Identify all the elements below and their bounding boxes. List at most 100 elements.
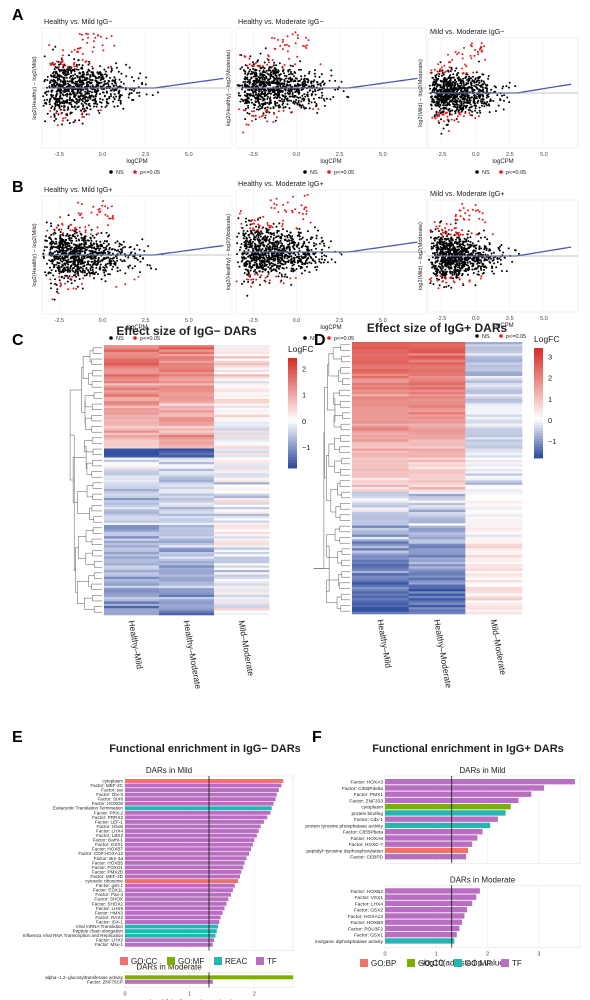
point-ns bbox=[84, 249, 87, 252]
point-significant bbox=[52, 232, 55, 235]
point-ns bbox=[273, 77, 276, 80]
point-ns bbox=[492, 272, 495, 275]
point-ns bbox=[75, 228, 78, 231]
point-ns bbox=[58, 106, 61, 109]
point-ns bbox=[275, 241, 278, 244]
point-ns bbox=[80, 242, 83, 245]
point-significant bbox=[465, 65, 468, 68]
point-significant bbox=[69, 229, 72, 232]
point-significant bbox=[450, 69, 453, 72]
point-significant bbox=[282, 109, 285, 112]
point-ns bbox=[462, 102, 465, 105]
point-ns bbox=[76, 263, 79, 266]
point-ns bbox=[67, 82, 70, 85]
point-ns bbox=[447, 69, 449, 72]
point-ns bbox=[50, 225, 53, 228]
point-ns bbox=[70, 246, 73, 249]
point-significant bbox=[254, 273, 256, 276]
point-ns bbox=[113, 84, 116, 87]
point-ns bbox=[246, 294, 249, 297]
point-ns bbox=[251, 61, 254, 64]
point-ns bbox=[85, 92, 88, 95]
point-ns bbox=[49, 82, 51, 84]
point-ns bbox=[62, 244, 64, 247]
point-ns bbox=[275, 225, 278, 228]
point-ns bbox=[260, 232, 263, 235]
point-ns bbox=[278, 89, 281, 92]
point-ns bbox=[304, 84, 307, 87]
point-ns bbox=[453, 83, 456, 86]
point-significant bbox=[282, 219, 285, 222]
point-ns bbox=[253, 242, 256, 245]
legend-marker-ns bbox=[475, 170, 479, 174]
point-ns bbox=[81, 287, 84, 290]
point-significant bbox=[454, 51, 457, 53]
point-ns bbox=[67, 214, 70, 217]
point-ns bbox=[107, 235, 110, 238]
point-ns bbox=[100, 251, 103, 254]
point-ns bbox=[90, 265, 93, 268]
point-significant bbox=[91, 65, 94, 68]
point-ns bbox=[52, 48, 54, 51]
point-ns bbox=[253, 106, 256, 109]
point-ns bbox=[277, 91, 279, 94]
point-significant bbox=[90, 211, 93, 214]
point-ns bbox=[280, 89, 283, 92]
point-ns bbox=[443, 76, 446, 79]
point-ns bbox=[62, 247, 65, 249]
ma-plots-layer: Healthy vs. Mild IgG−-2.5 0.0 2.5 5.0logCPM… bbox=[32, 17, 579, 342]
point-ns bbox=[249, 265, 252, 268]
point-ns bbox=[55, 284, 58, 286]
point-ns bbox=[298, 255, 300, 258]
point-significant bbox=[252, 227, 255, 230]
point-ns bbox=[268, 68, 270, 70]
point-ns bbox=[86, 90, 89, 93]
point-ns bbox=[109, 93, 112, 95]
point-ns bbox=[94, 247, 97, 250]
point-ns bbox=[298, 91, 301, 94]
point-ns bbox=[461, 98, 464, 101]
point-ns bbox=[446, 82, 449, 85]
point-ns bbox=[68, 242, 71, 245]
point-ns bbox=[74, 265, 76, 268]
point-ns bbox=[475, 80, 478, 83]
point-ns bbox=[55, 249, 58, 252]
point-ns bbox=[295, 256, 298, 259]
point-ns bbox=[268, 282, 271, 284]
point-ns bbox=[88, 81, 91, 84]
point-ns bbox=[477, 79, 480, 82]
point-ns bbox=[61, 275, 63, 278]
point-ns bbox=[104, 246, 107, 249]
point-ns bbox=[258, 102, 261, 105]
point-ns bbox=[315, 237, 318, 240]
point-ns bbox=[119, 94, 122, 96]
point-ns bbox=[47, 272, 50, 275]
point-ns bbox=[50, 243, 53, 246]
point-significant bbox=[277, 38, 280, 41]
point-ns bbox=[302, 85, 305, 88]
point-ns bbox=[271, 265, 273, 267]
points-significant bbox=[237, 31, 322, 134]
point-significant bbox=[60, 228, 63, 231]
point-ns bbox=[284, 95, 287, 98]
point-significant bbox=[88, 275, 91, 277]
point-ns bbox=[312, 97, 315, 100]
point-significant bbox=[79, 46, 82, 49]
point-ns bbox=[62, 234, 65, 237]
point-ns bbox=[269, 92, 272, 95]
legend-marker-ns bbox=[303, 336, 307, 340]
point-ns bbox=[320, 236, 323, 239]
point-ns bbox=[78, 244, 81, 247]
point-ns bbox=[54, 232, 57, 235]
point-ns bbox=[315, 247, 317, 250]
point-ns bbox=[483, 105, 486, 108]
point-ns bbox=[450, 88, 453, 91]
point-ns bbox=[59, 236, 62, 239]
point-ns bbox=[298, 89, 300, 92]
point-ns bbox=[449, 82, 451, 85]
point-ns bbox=[253, 256, 256, 259]
point-ns bbox=[431, 84, 434, 87]
point-ns bbox=[71, 90, 73, 93]
point-significant bbox=[55, 226, 58, 229]
point-ns bbox=[446, 81, 449, 83]
